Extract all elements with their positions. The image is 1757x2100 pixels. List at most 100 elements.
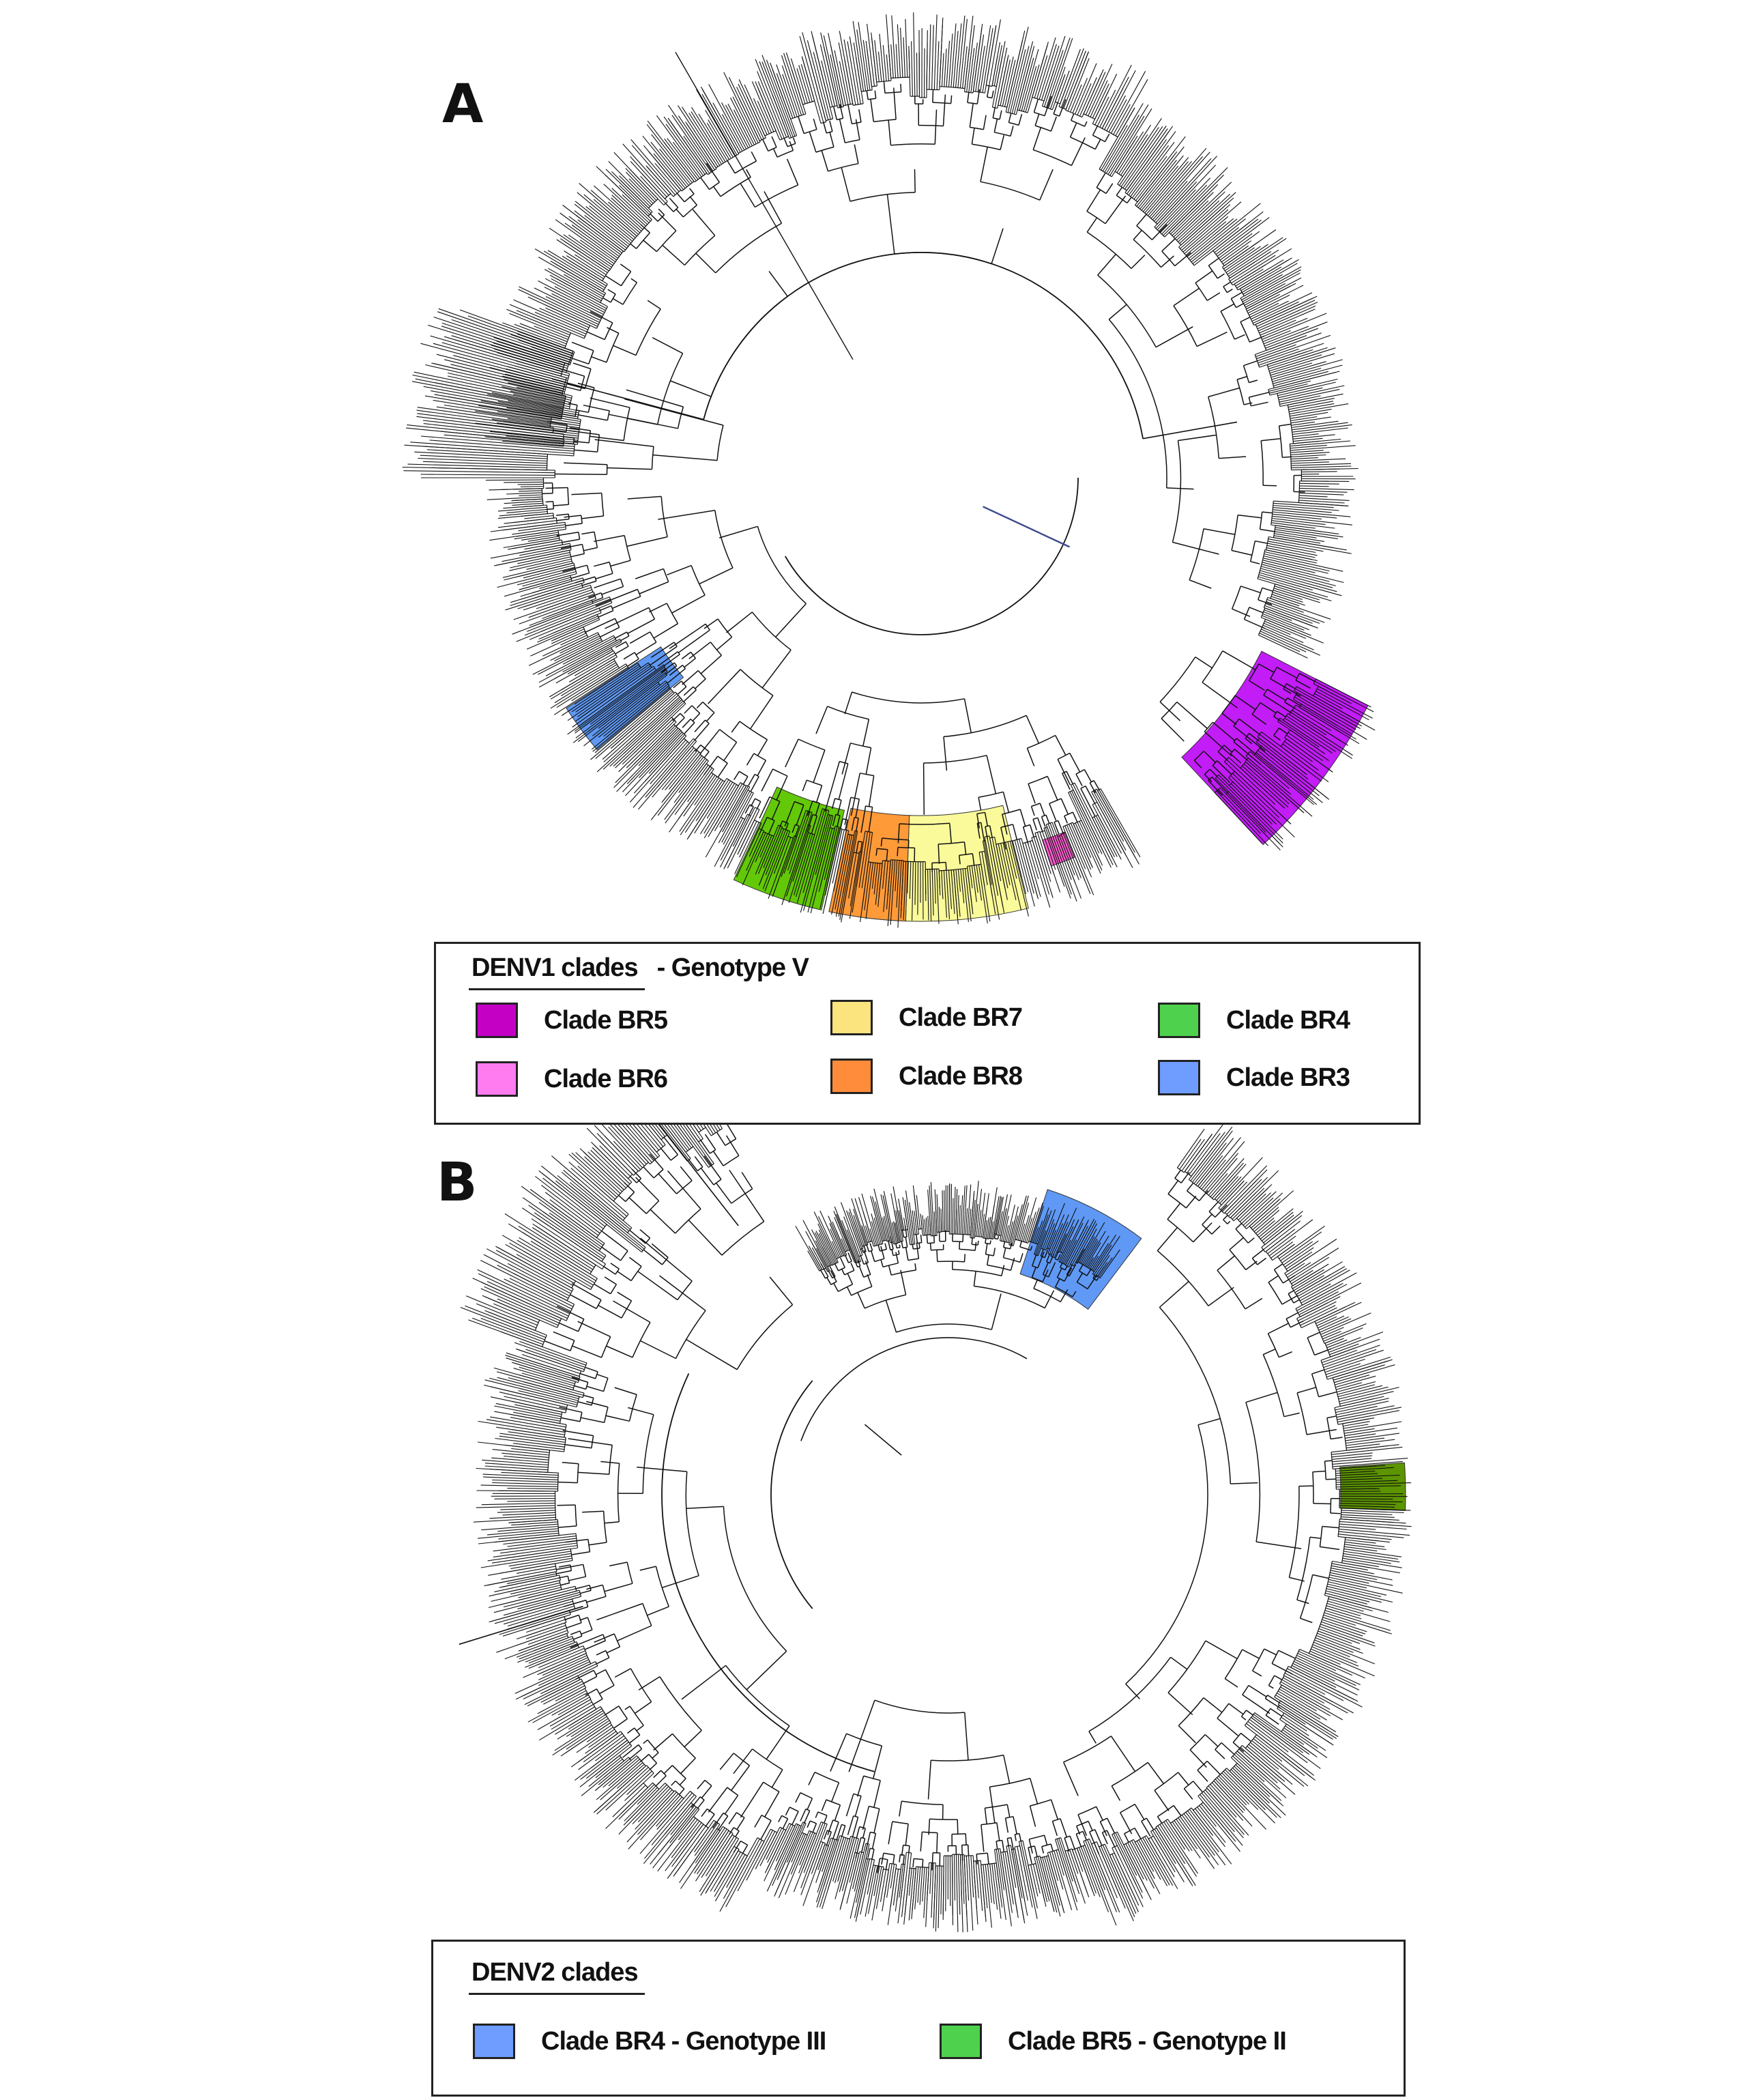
tree-branch	[987, 836, 999, 896]
tree-branch	[669, 1807, 699, 1843]
tree-branch	[609, 596, 613, 603]
tree-branch	[1245, 1392, 1278, 1403]
tree-branch	[512, 540, 560, 549]
tree-branch	[736, 1304, 794, 1370]
tree-branch	[1242, 1685, 1249, 1695]
tree-branch	[965, 1833, 967, 1845]
tree-branch	[1088, 1731, 1097, 1744]
tree-branch	[610, 1284, 618, 1295]
tree-branch	[1046, 822, 1053, 825]
tree-branch	[587, 668, 630, 696]
tree-branch	[1270, 596, 1300, 607]
tree-branch	[626, 1791, 675, 1843]
tree-branch	[567, 649, 613, 674]
tree-branch	[831, 798, 836, 809]
tree-branch	[1161, 250, 1176, 267]
tree-branch	[789, 135, 797, 139]
tree-branch	[1037, 1856, 1050, 1901]
tree-branch	[1322, 1344, 1380, 1366]
tree-branch	[912, 1210, 916, 1235]
tree-branch	[1346, 1437, 1385, 1444]
tree-branch	[1064, 825, 1094, 895]
tree-branch	[537, 1699, 592, 1730]
tree-branch	[976, 1852, 988, 1855]
tree-branch	[625, 641, 629, 647]
tree-branch	[494, 1577, 560, 1592]
tree-branch	[880, 1259, 884, 1267]
tree-branch	[1102, 103, 1144, 172]
tree-branch	[1116, 131, 1144, 173]
tree-branch	[802, 1220, 828, 1267]
tree-branch	[624, 1787, 658, 1822]
tree-branch	[839, 760, 848, 764]
tree-branch	[653, 1733, 673, 1751]
tree-branch	[506, 508, 547, 513]
tree-branch	[1290, 440, 1350, 447]
tree-branch	[817, 1845, 828, 1871]
tree-branch	[985, 1864, 992, 1928]
tree-branch	[517, 1239, 594, 1286]
tree-branch	[1230, 775, 1295, 837]
tree-branch	[1135, 151, 1178, 205]
tree-branch	[886, 54, 890, 81]
tree-branch	[1033, 1279, 1039, 1289]
tree-branch	[1320, 1338, 1380, 1361]
tree-branch	[776, 1825, 794, 1862]
tree-branch	[684, 193, 695, 203]
tree-branch	[584, 618, 615, 633]
tree-branch	[685, 1471, 699, 1577]
tree-branch	[1003, 1755, 1011, 1784]
tree-branch	[1157, 1816, 1163, 1824]
tree-branch	[918, 30, 920, 98]
tree-branch	[914, 1211, 918, 1235]
tree-branch	[901, 1845, 904, 1856]
tree-branch	[1249, 1718, 1308, 1764]
tree-branch	[1030, 1203, 1043, 1242]
tree-branch	[683, 686, 694, 696]
tree-branch	[853, 103, 864, 106]
tree-branch	[782, 1818, 789, 1829]
tree-branch	[492, 1449, 549, 1456]
tree-branch	[1344, 1544, 1386, 1551]
tree-branch	[519, 1340, 586, 1366]
tree-branch	[608, 414, 678, 429]
tree-branch	[1214, 787, 1221, 793]
tree-branch	[903, 1844, 910, 1847]
tree-branch	[1295, 680, 1311, 689]
tree-branch	[1009, 1243, 1013, 1250]
tree-branch	[1298, 1305, 1336, 1324]
tree-branch	[895, 1252, 899, 1263]
tree-branch	[554, 637, 601, 661]
tree-branch	[1093, 780, 1100, 790]
tree-branch	[892, 1253, 900, 1256]
tree-branch	[1185, 1811, 1226, 1866]
tree-branch	[985, 840, 994, 887]
tree-branch	[871, 1196, 884, 1241]
tree-branch	[583, 547, 598, 551]
tree-branch	[725, 1840, 763, 1908]
tree-branch	[1188, 1147, 1213, 1180]
tree-branch	[575, 1534, 579, 1549]
tree-branch	[570, 1294, 597, 1310]
tree-branch	[571, 1377, 588, 1383]
tree-branch	[901, 1800, 944, 1805]
tree-branch	[1234, 749, 1247, 760]
tree-branch	[518, 1390, 578, 1406]
tree-branch	[920, 1220, 923, 1236]
tree-branch	[574, 449, 598, 452]
tree-branch	[1293, 437, 1323, 442]
tree-branch	[1254, 354, 1260, 368]
tree-branch	[1184, 1134, 1213, 1172]
tree-branch	[1245, 758, 1249, 762]
tree-branch	[1163, 174, 1224, 236]
tree-branch	[553, 429, 566, 433]
tree-branch	[1178, 205, 1225, 248]
tree-branch	[1154, 1828, 1176, 1864]
tree-branch	[1116, 1845, 1137, 1885]
tree-branch	[508, 1431, 566, 1441]
tree-branch	[818, 1229, 837, 1264]
tree-branch	[624, 1772, 654, 1801]
tree-branch	[564, 462, 607, 465]
tree-branch	[662, 244, 685, 266]
tree-branch	[476, 1303, 537, 1329]
